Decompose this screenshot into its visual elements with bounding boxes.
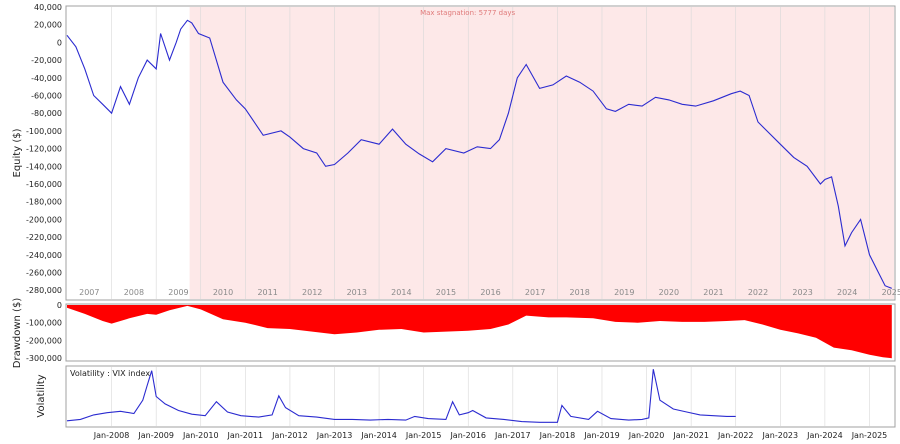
xtick-label: Jan-2025: [851, 431, 888, 440]
year-label: 2008: [124, 288, 144, 297]
xtick-label: Jan-2017: [494, 431, 531, 440]
equity-ylabel: Equity ($): [12, 128, 23, 177]
equity-ytick-label: -260,000: [26, 268, 62, 277]
xtick-label: Jan-2021: [672, 431, 709, 440]
xtick-label: Jan-2014: [360, 431, 397, 440]
equity-ytick-label: -120,000: [26, 145, 62, 154]
year-label: 2021: [703, 288, 723, 297]
year-label: 2023: [792, 288, 812, 297]
year-label: 2015: [436, 288, 456, 297]
year-label: 2012: [302, 288, 322, 297]
volatility-series-line: [66, 369, 736, 423]
equity-ytick-label: -160,000: [26, 180, 62, 189]
year-label: 2016: [480, 288, 500, 297]
equity-ytick-label: -100,000: [26, 127, 62, 136]
equity-ytick-label: -280,000: [26, 286, 62, 295]
equity-ytick-label: -20,000: [31, 56, 62, 65]
year-label: 2010: [213, 288, 233, 297]
drawdown-ytick-label: -200,000: [26, 336, 62, 345]
drawdown-ylabel: Drawdown ($): [12, 298, 23, 369]
equity-ytick-label: 20,000: [34, 21, 62, 30]
xtick-label: Jan-2012: [271, 431, 308, 440]
equity-ytick-label: -80,000: [31, 109, 62, 118]
year-label: 2007: [79, 288, 99, 297]
drawdown-series-area: [67, 305, 892, 359]
year-label: 2014: [391, 288, 411, 297]
volatility-panel: [65, 365, 896, 428]
xtick-label: Jan-2010: [182, 431, 219, 440]
equity-ytick-label: -240,000: [26, 251, 62, 260]
xtick-label: Jan-2022: [717, 431, 754, 440]
xtick-label: Jan-2011: [227, 431, 264, 440]
year-label: 2025: [882, 288, 900, 297]
drawdown-ytick-label: 0: [57, 301, 62, 310]
equity-ytick-label: -200,000: [26, 215, 62, 224]
stagnation-region: [189, 7, 894, 299]
xtick-label: Jan-2024: [806, 431, 843, 440]
equity-ytick-label: -60,000: [31, 91, 62, 100]
stagnation-annotation: Max stagnation: 5777 days: [420, 9, 515, 17]
year-label: 2022: [748, 288, 768, 297]
xtick-label: Jan-2009: [137, 431, 174, 440]
xtick-label: Jan-2008: [93, 431, 130, 440]
xtick-label: Jan-2018: [539, 431, 576, 440]
year-label: 2020: [659, 288, 679, 297]
year-label: 2018: [570, 288, 590, 297]
equity-series-line: [66, 19, 893, 289]
drawdown-ytick-label: -100,000: [26, 319, 62, 328]
xtick-label: Jan-2016: [449, 431, 486, 440]
equity-ytick-label: 0: [57, 38, 62, 47]
xtick-label: Jan-2019: [583, 431, 620, 440]
volatility-ylabel: Volatility: [36, 374, 47, 417]
equity-ytick-label: -220,000: [26, 233, 62, 242]
volatility-legend: Volatility : VIX index: [70, 369, 150, 378]
xtick-label: Jan-2015: [405, 431, 442, 440]
xtick-label: Jan-2023: [762, 431, 799, 440]
year-label: 2017: [525, 288, 545, 297]
year-label: 2024: [837, 288, 857, 297]
equity-ytick-label: -40,000: [31, 74, 62, 83]
year-label: 2013: [347, 288, 367, 297]
equity-ytick-label: -140,000: [26, 162, 62, 171]
equity-ytick-label: -180,000: [26, 198, 62, 207]
xtick-label: Jan-2020: [628, 431, 665, 440]
drawdown-ytick-label: -300,000: [26, 354, 62, 363]
xtick-label: Jan-2013: [316, 431, 353, 440]
year-label: 2009: [168, 288, 188, 297]
year-label: 2011: [257, 288, 277, 297]
equity-ytick-label: 40,000: [34, 3, 62, 12]
year-label: 2019: [614, 288, 634, 297]
